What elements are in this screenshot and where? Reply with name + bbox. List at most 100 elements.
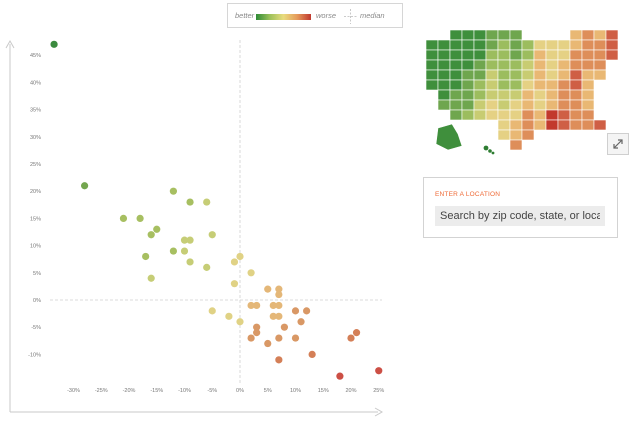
data-point[interactable] bbox=[230, 258, 239, 266]
map-state[interactable] bbox=[461, 59, 475, 71]
map-state[interactable] bbox=[461, 29, 475, 41]
data-point[interactable] bbox=[169, 187, 177, 195]
map-state-hawaii[interactable] bbox=[491, 151, 495, 155]
map-state[interactable] bbox=[593, 39, 607, 51]
map-state[interactable] bbox=[557, 89, 571, 101]
map-state[interactable] bbox=[521, 69, 535, 81]
map-state[interactable] bbox=[593, 69, 607, 81]
map-state[interactable] bbox=[581, 59, 595, 71]
map-state[interactable] bbox=[509, 39, 523, 51]
map-state[interactable] bbox=[521, 119, 535, 131]
map-state[interactable] bbox=[581, 69, 595, 81]
map-state[interactable] bbox=[521, 79, 535, 91]
map-state[interactable] bbox=[449, 79, 463, 91]
map-state[interactable] bbox=[485, 49, 499, 61]
map-state[interactable] bbox=[533, 59, 547, 71]
map-state[interactable] bbox=[569, 59, 583, 71]
map-state[interactable] bbox=[545, 39, 559, 51]
data-point[interactable] bbox=[275, 285, 283, 293]
data-point[interactable] bbox=[236, 252, 244, 261]
map-state[interactable] bbox=[521, 129, 535, 141]
map-state[interactable] bbox=[473, 69, 487, 81]
map-state-hawaii[interactable] bbox=[488, 149, 492, 153]
map-state[interactable] bbox=[581, 99, 595, 111]
map-state[interactable] bbox=[461, 49, 475, 61]
map-state[interactable] bbox=[605, 39, 619, 51]
data-point[interactable] bbox=[264, 339, 272, 348]
map-state[interactable] bbox=[449, 29, 463, 41]
data-point[interactable] bbox=[186, 198, 194, 206]
map-state[interactable] bbox=[473, 49, 487, 61]
map-state[interactable] bbox=[485, 39, 499, 51]
data-point[interactable] bbox=[180, 236, 189, 244]
data-point[interactable] bbox=[208, 307, 216, 315]
data-point[interactable] bbox=[203, 198, 211, 206]
map-state[interactable] bbox=[497, 129, 511, 141]
map-state[interactable] bbox=[533, 119, 547, 131]
map-state[interactable] bbox=[521, 39, 535, 51]
map-state[interactable] bbox=[485, 29, 499, 41]
data-point[interactable] bbox=[142, 252, 150, 261]
map-state[interactable] bbox=[545, 59, 559, 71]
data-point[interactable] bbox=[336, 372, 344, 380]
map-state[interactable] bbox=[497, 49, 511, 61]
map-state[interactable] bbox=[581, 109, 595, 121]
map-state[interactable] bbox=[509, 99, 523, 111]
map-state[interactable] bbox=[437, 59, 451, 71]
map-state[interactable] bbox=[497, 109, 511, 121]
map-state[interactable] bbox=[497, 99, 511, 111]
data-point[interactable] bbox=[253, 301, 261, 310]
map-state[interactable] bbox=[473, 39, 487, 51]
map-state[interactable] bbox=[497, 79, 511, 91]
data-point[interactable] bbox=[264, 285, 272, 293]
data-point[interactable] bbox=[275, 356, 283, 364]
map-state[interactable] bbox=[461, 39, 475, 51]
data-point[interactable] bbox=[347, 334, 355, 342]
map-state[interactable] bbox=[545, 79, 559, 91]
data-point[interactable] bbox=[186, 258, 194, 266]
us-map[interactable] bbox=[412, 28, 630, 160]
data-point[interactable] bbox=[186, 236, 194, 244]
map-state[interactable] bbox=[473, 29, 487, 41]
map-state[interactable] bbox=[533, 89, 547, 101]
map-state[interactable] bbox=[509, 109, 523, 121]
map-state[interactable] bbox=[473, 59, 487, 71]
data-point[interactable] bbox=[147, 274, 155, 282]
data-point[interactable] bbox=[269, 312, 277, 320]
map-state[interactable] bbox=[437, 79, 451, 91]
map-state[interactable] bbox=[545, 49, 559, 61]
map-state[interactable] bbox=[509, 89, 523, 101]
map-state[interactable] bbox=[449, 89, 463, 101]
map-state[interactable] bbox=[581, 39, 595, 51]
map-state[interactable] bbox=[581, 79, 595, 91]
map-state[interactable] bbox=[545, 119, 559, 131]
map-state[interactable] bbox=[461, 69, 475, 81]
map-state[interactable] bbox=[521, 59, 535, 71]
map-state[interactable] bbox=[533, 99, 547, 111]
data-point[interactable] bbox=[275, 290, 283, 299]
map-state[interactable] bbox=[497, 29, 511, 41]
map-state[interactable] bbox=[497, 89, 511, 101]
map-state[interactable] bbox=[473, 89, 487, 101]
map-state[interactable] bbox=[569, 79, 583, 91]
data-point[interactable] bbox=[269, 301, 277, 310]
map-state[interactable] bbox=[509, 49, 523, 61]
map-state[interactable] bbox=[581, 89, 595, 101]
map-state[interactable] bbox=[437, 69, 451, 81]
map-state[interactable] bbox=[449, 109, 463, 121]
location-search-input[interactable] bbox=[435, 206, 605, 226]
data-point[interactable] bbox=[247, 334, 255, 342]
data-point[interactable] bbox=[275, 312, 283, 320]
data-point[interactable] bbox=[280, 323, 288, 331]
data-point[interactable] bbox=[275, 334, 283, 342]
map-state[interactable] bbox=[545, 89, 559, 101]
map-state[interactable] bbox=[521, 109, 535, 121]
data-point[interactable] bbox=[81, 182, 89, 190]
map-state[interactable] bbox=[581, 49, 595, 61]
map-state[interactable] bbox=[557, 59, 571, 71]
data-point[interactable] bbox=[308, 350, 316, 358]
map-state[interactable] bbox=[449, 99, 463, 111]
map-state-alaska[interactable] bbox=[435, 123, 463, 151]
map-state[interactable] bbox=[509, 79, 523, 91]
map-state-hawaii[interactable] bbox=[483, 145, 489, 151]
